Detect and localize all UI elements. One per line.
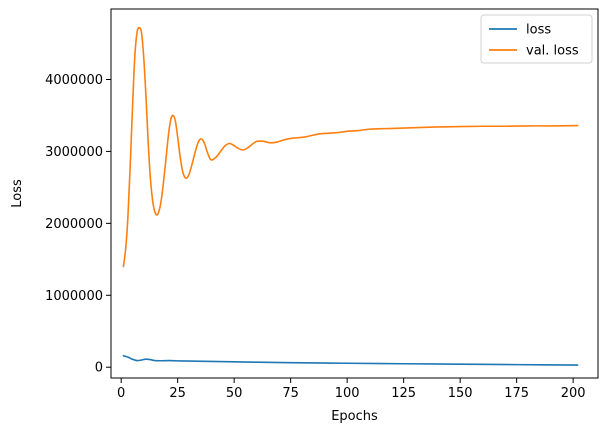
series-layer: [122, 26, 579, 366]
y-tick-label: 0: [95, 361, 103, 376]
x-tick-label: 100: [335, 386, 360, 401]
x-axis: 0 25 50 75 100 125 150 175 200: [117, 378, 586, 401]
x-tick-label: 200: [561, 386, 586, 401]
y-tick-label: 1000000: [45, 289, 103, 304]
legend-box: [480, 14, 593, 64]
series-line-1: [122, 26, 579, 268]
x-tick-label: 175: [504, 386, 529, 401]
plot-frame: [110, 8, 599, 379]
x-tick-label: 50: [226, 386, 243, 401]
x-tick-label: 150: [448, 386, 473, 401]
series-line-0: [122, 354, 579, 366]
y-axis-label: Loss: [10, 179, 25, 208]
x-tick-label: 25: [169, 386, 186, 401]
x-axis-label: Epochs: [331, 409, 378, 424]
legend-label: val. loss: [526, 44, 579, 59]
y-tick-label: 4000000: [45, 73, 103, 88]
y-tick-label: 3000000: [45, 145, 103, 160]
y-axis: 0 1000000 2000000 3000000 4000000: [45, 73, 111, 376]
legend: loss val. loss: [480, 14, 593, 64]
y-tick-label: 2000000: [45, 217, 103, 232]
x-tick-label: 0: [117, 386, 125, 401]
x-tick-label: 75: [282, 386, 299, 401]
x-tick-label: 125: [391, 386, 416, 401]
legend-label: loss: [526, 23, 551, 38]
